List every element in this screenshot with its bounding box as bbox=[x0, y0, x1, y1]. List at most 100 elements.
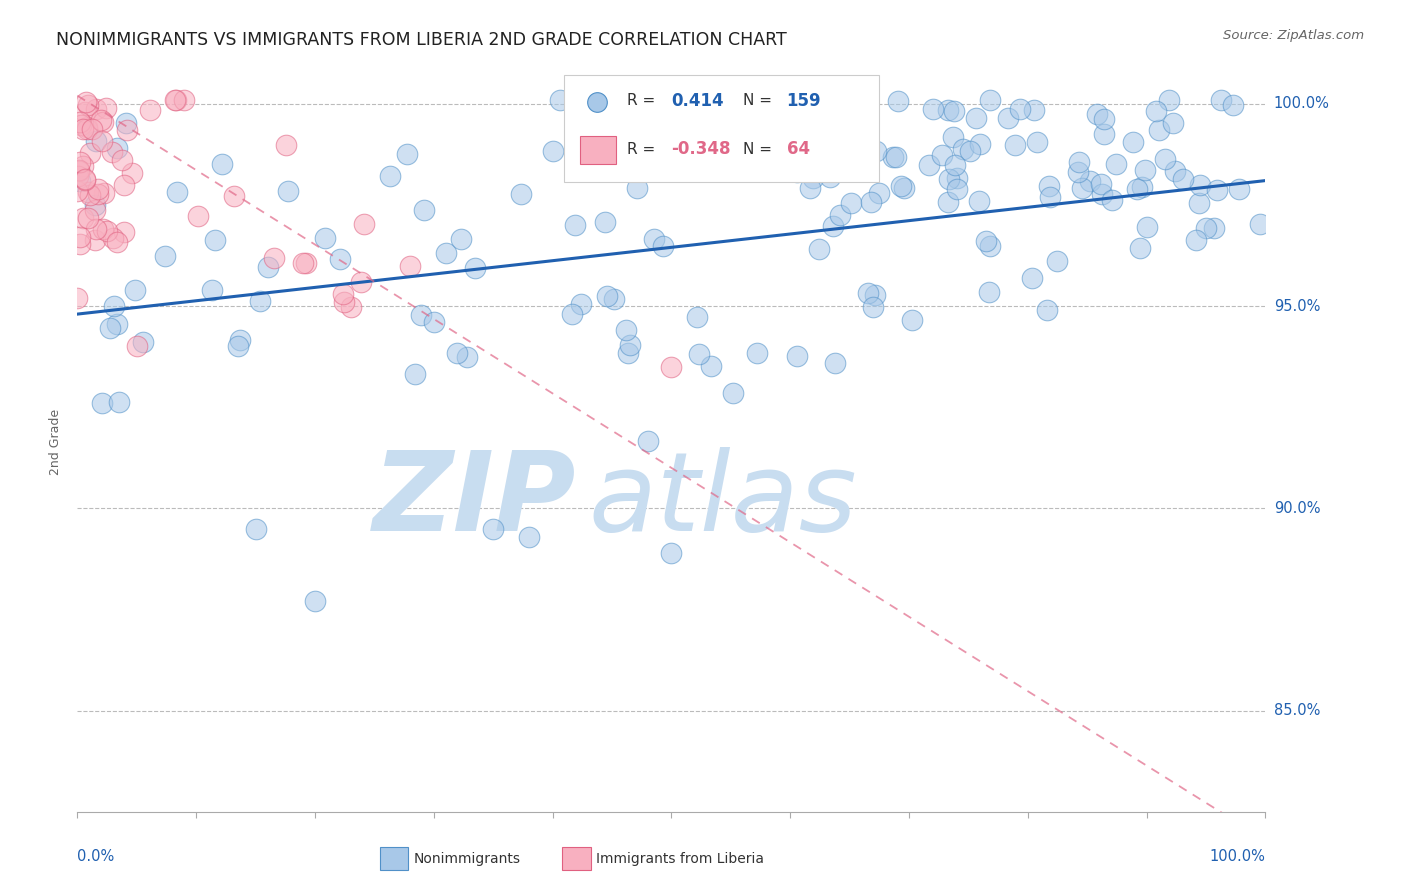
Point bbox=[84, 202, 107, 217]
Point bbox=[824, 356, 846, 370]
Point bbox=[464, 261, 486, 276]
Point bbox=[1046, 254, 1069, 268]
Point bbox=[80, 121, 103, 136]
Point bbox=[1021, 271, 1043, 285]
Point bbox=[668, 98, 690, 112]
Point bbox=[72, 211, 94, 225]
Point bbox=[637, 434, 659, 448]
Point bbox=[952, 143, 974, 157]
Point bbox=[456, 351, 478, 365]
Point bbox=[349, 275, 371, 289]
Point bbox=[263, 251, 285, 265]
Point bbox=[66, 169, 89, 183]
Point bbox=[340, 300, 363, 314]
Point bbox=[75, 95, 97, 109]
Text: 100.0%: 100.0% bbox=[1274, 96, 1330, 112]
Point bbox=[700, 359, 723, 373]
Text: ZIP: ZIP bbox=[373, 447, 576, 554]
Point bbox=[353, 217, 375, 231]
Point bbox=[942, 104, 965, 119]
Point bbox=[332, 287, 354, 301]
Text: Immigrants from Liberia: Immigrants from Liberia bbox=[596, 852, 763, 866]
Point bbox=[1135, 162, 1157, 177]
Point bbox=[87, 187, 110, 202]
Point bbox=[1036, 303, 1059, 318]
Point bbox=[1164, 163, 1187, 178]
Point bbox=[173, 93, 195, 107]
Point bbox=[153, 249, 176, 263]
Point bbox=[91, 222, 114, 236]
Point bbox=[105, 235, 128, 250]
Point bbox=[450, 232, 472, 246]
Point bbox=[1227, 182, 1250, 196]
Text: NONIMMIGRANTS VS IMMIGRANTS FROM LIBERIA 2ND GRADE CORRELATION CHART: NONIMMIGRANTS VS IMMIGRANTS FROM LIBERIA… bbox=[56, 31, 787, 49]
Point bbox=[783, 148, 806, 162]
Point bbox=[828, 209, 851, 223]
Point bbox=[863, 288, 886, 302]
Point bbox=[73, 105, 96, 120]
Point bbox=[614, 323, 637, 337]
Point bbox=[86, 102, 108, 116]
Text: Source: ZipAtlas.com: Source: ZipAtlas.com bbox=[1223, 29, 1364, 42]
Point bbox=[893, 180, 915, 194]
Point bbox=[166, 185, 188, 199]
Point bbox=[585, 522, 607, 536]
Point bbox=[67, 163, 90, 178]
Point bbox=[1010, 102, 1032, 116]
Point bbox=[1136, 220, 1159, 235]
Point bbox=[1222, 98, 1244, 112]
Point bbox=[974, 234, 997, 248]
Text: 159: 159 bbox=[786, 92, 821, 110]
Text: 64: 64 bbox=[786, 140, 810, 158]
Point bbox=[107, 141, 129, 155]
Text: R =: R = bbox=[627, 142, 655, 157]
Point bbox=[165, 93, 187, 107]
Point bbox=[838, 153, 860, 167]
Point bbox=[564, 219, 586, 233]
Point bbox=[1249, 217, 1271, 231]
Point bbox=[1067, 165, 1090, 179]
Point bbox=[747, 346, 769, 360]
Point bbox=[979, 94, 1001, 108]
Point bbox=[1085, 107, 1108, 121]
Point bbox=[887, 94, 910, 108]
Point bbox=[856, 286, 879, 301]
Point bbox=[1026, 135, 1049, 149]
Point bbox=[91, 396, 114, 410]
Point bbox=[93, 186, 115, 200]
Point bbox=[1188, 178, 1211, 192]
Point bbox=[1129, 241, 1152, 255]
Point bbox=[1130, 180, 1153, 194]
Point bbox=[75, 172, 97, 186]
Point bbox=[1147, 123, 1170, 137]
Point bbox=[626, 180, 648, 194]
Point bbox=[77, 185, 100, 199]
Point bbox=[90, 113, 112, 128]
Point bbox=[211, 157, 233, 171]
Point bbox=[72, 159, 94, 173]
Text: 95.0%: 95.0% bbox=[1274, 299, 1320, 313]
Point bbox=[165, 93, 187, 107]
Point bbox=[96, 101, 118, 115]
Point bbox=[114, 116, 136, 130]
Point bbox=[83, 233, 105, 247]
Point bbox=[404, 367, 426, 381]
Text: Nonimmigrants: Nonimmigrants bbox=[413, 852, 520, 866]
Point bbox=[860, 195, 883, 210]
Point bbox=[84, 222, 107, 236]
Point bbox=[1092, 127, 1115, 141]
Text: 85.0%: 85.0% bbox=[1274, 703, 1320, 718]
Point bbox=[201, 283, 224, 297]
Point bbox=[823, 219, 845, 234]
Point bbox=[1022, 103, 1045, 117]
Point bbox=[76, 120, 98, 134]
Point bbox=[1080, 174, 1102, 188]
Point bbox=[839, 196, 862, 211]
Point bbox=[721, 385, 744, 400]
Point bbox=[830, 150, 852, 164]
Point bbox=[124, 283, 146, 297]
Point bbox=[77, 211, 100, 225]
Point bbox=[1188, 195, 1211, 210]
Point bbox=[661, 546, 683, 560]
Point bbox=[79, 188, 101, 202]
